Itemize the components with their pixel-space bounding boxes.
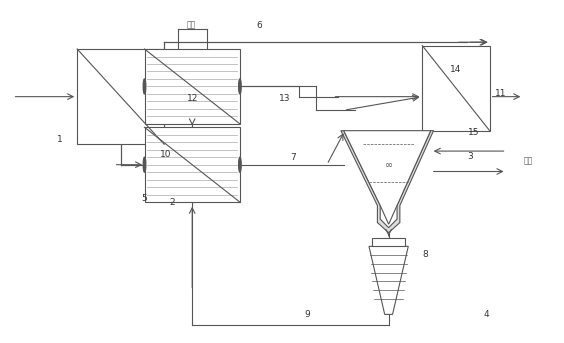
Text: 3: 3	[467, 152, 473, 161]
Text: 10: 10	[160, 150, 171, 159]
Text: 14: 14	[450, 65, 462, 74]
Text: ∞: ∞	[385, 160, 393, 170]
Text: 8: 8	[422, 250, 428, 259]
Polygon shape	[343, 131, 431, 224]
Text: 6: 6	[257, 21, 262, 30]
Text: 12: 12	[187, 94, 198, 103]
Circle shape	[143, 157, 146, 172]
Bar	[372, 238, 406, 246]
Text: 11: 11	[495, 89, 506, 98]
Polygon shape	[341, 131, 434, 233]
Circle shape	[143, 79, 146, 94]
Bar	[77, 49, 164, 144]
Bar	[144, 49, 240, 124]
Bar	[422, 46, 490, 131]
Bar	[144, 127, 240, 202]
Polygon shape	[369, 246, 408, 315]
Text: 7: 7	[290, 153, 296, 162]
Text: 1: 1	[58, 135, 63, 144]
Circle shape	[239, 79, 241, 94]
Text: 9: 9	[305, 310, 310, 319]
Text: 热源: 热源	[187, 21, 196, 30]
Circle shape	[239, 157, 241, 172]
Text: 15: 15	[468, 128, 480, 137]
Text: 5: 5	[142, 194, 147, 203]
Text: 13: 13	[279, 94, 290, 103]
Text: 冷源: 冷源	[523, 157, 532, 166]
Text: 2: 2	[170, 198, 175, 206]
Text: 4: 4	[484, 310, 490, 319]
